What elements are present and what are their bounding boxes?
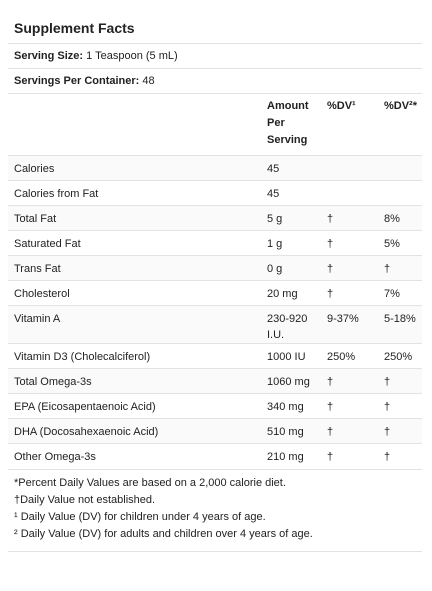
header-dv1: %DV¹ [321, 93, 378, 156]
cell-amount: 1000 IU [261, 343, 321, 369]
cell-amount: 0 g [261, 255, 321, 281]
cell-dv2: † [378, 443, 422, 469]
cell-dv1: † [321, 368, 378, 394]
cell-dv1: † [321, 280, 378, 306]
cell-dv2: † [378, 368, 422, 394]
cell-amount: 20 mg [261, 280, 321, 306]
servings-label: Servings Per Container: [14, 75, 140, 87]
table-row: Vitamin A 230-920 I.U. 9-37% 5-18% [8, 305, 422, 344]
table-row: Total Omega-3s 1060 mg † † [8, 368, 422, 394]
servings-value: 48 [142, 75, 155, 87]
cell-amount: 5 g [261, 205, 321, 231]
cell-dv1: † [321, 393, 378, 419]
cell-dv2: 7% [378, 280, 422, 306]
serving-size-value: 1 Teaspoon (5 mL) [86, 50, 178, 62]
cell-dv1 [321, 155, 378, 181]
header-dv2: %DV²* [378, 93, 422, 156]
table-row: Other Omega-3s 210 mg † † [8, 443, 422, 469]
cell-dv2: † [378, 393, 422, 419]
cell-amount: 340 mg [261, 393, 321, 419]
header-row: Amount Per Serving %DV¹ %DV²* [8, 93, 422, 156]
cell-dv1: † [321, 230, 378, 256]
table-row: Vitamin D3 (Cholecalciferol) 1000 IU 250% 2… [8, 343, 422, 369]
cell-amount: 45 [261, 155, 321, 181]
table-row: DHA (Docosahexaenoic Acid) 510 mg † † [8, 418, 422, 444]
cell-dv2: † [378, 418, 422, 444]
cell-amount: 1060 mg [261, 368, 321, 394]
cell-dv2: 250% [378, 343, 422, 369]
footnote: ¹ Daily Value (DV) for children under 4 … [14, 510, 266, 523]
cell-amount: 510 mg [261, 418, 321, 444]
table-body: Amount Per Serving %DV¹ %DV²* Calories 45… [8, 93, 422, 469]
table-row: EPA (Eicosapentaenoic Acid) 340 mg † † [8, 393, 422, 419]
cell-label: Other Omega-3s [8, 443, 261, 469]
cell-dv2 [378, 155, 422, 181]
table-row: Cholesterol 20 mg † 7% [8, 280, 422, 306]
cell-label: Cholesterol [8, 280, 261, 306]
cell-label: Total Fat [8, 205, 261, 231]
table-row: Saturated Fat 1 g † 5% [8, 230, 422, 256]
cell-label: EPA (Eicosapentaenoic Acid) [8, 393, 261, 419]
table-row: Calories from Fat 45 [8, 180, 422, 206]
cell-label: Calories [8, 155, 261, 181]
cell-dv1: 9-37% [321, 305, 378, 344]
serving-size: Serving Size: 1 Teaspoon (5 mL) [8, 43, 422, 68]
serving-size-label: Serving Size: [14, 50, 84, 62]
table-row: Calories 45 [8, 155, 422, 181]
cell-dv1: 250% [321, 343, 378, 369]
cell-dv2: 5% [378, 230, 422, 256]
facts-table: Amount Per Serving %DV¹ %DV²* Calories 45… [8, 93, 422, 469]
cell-label: DHA (Docosahexaenoic Acid) [8, 418, 261, 444]
cell-dv2: 5-18% [378, 305, 422, 344]
header-cell [8, 93, 261, 156]
footnotes: *Percent Daily Values are based on a 2,0… [8, 468, 422, 552]
cell-label: Calories from Fat [8, 180, 261, 206]
footnote: *Percent Daily Values are based on a 2,0… [14, 476, 286, 489]
cell-dv2 [378, 180, 422, 206]
servings-per-container: Servings Per Container: 48 [8, 68, 422, 93]
table-row: Trans Fat 0 g † † [8, 255, 422, 281]
cell-dv1 [321, 180, 378, 206]
cell-label: Saturated Fat [8, 230, 261, 256]
supplement-facts: Supplement Facts Serving Size: 1 Teaspoo… [8, 12, 422, 552]
cell-label: Trans Fat [8, 255, 261, 281]
cell-label: Vitamin A [8, 305, 261, 344]
cell-amount: 1 g [261, 230, 321, 256]
cell-dv1: † [321, 255, 378, 281]
cell-dv1: † [321, 443, 378, 469]
cell-amount: 210 mg [261, 443, 321, 469]
cell-dv1: † [321, 205, 378, 231]
cell-amount: 230-920 I.U. [261, 305, 321, 344]
footnote: †Daily Value not established. [14, 493, 156, 506]
table-row: Total Fat 5 g † 8% [8, 205, 422, 231]
cell-label: Total Omega-3s [8, 368, 261, 394]
cell-dv2: † [378, 255, 422, 281]
cell-dv1: † [321, 418, 378, 444]
title: Supplement Facts [14, 20, 135, 36]
footnote: ² Daily Value (DV) for adults and childr… [14, 527, 313, 540]
header-amount: Amount Per Serving [261, 93, 321, 156]
cell-amount: 45 [261, 180, 321, 206]
cell-dv2: 8% [378, 205, 422, 231]
cell-label: Vitamin D3 (Cholecalciferol) [8, 343, 261, 369]
